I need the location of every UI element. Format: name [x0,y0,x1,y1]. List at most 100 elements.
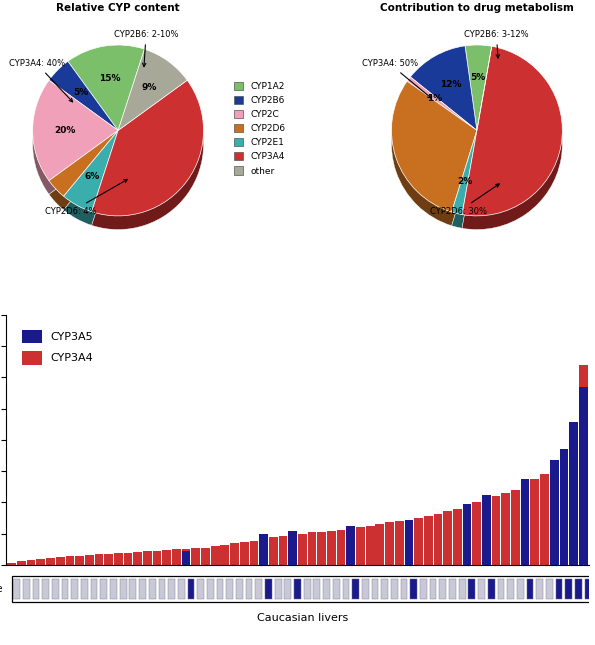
Bar [362,579,369,599]
Title: Contribution to drug metabolism: Contribution to drug metabolism [380,3,574,13]
Wedge shape [92,80,203,216]
Bar [81,579,88,599]
Text: CYP2D6: 30%: CYP2D6: 30% [430,184,499,216]
Bar [478,579,485,599]
Bar [575,579,582,599]
Bar [201,548,210,565]
Bar [546,579,553,599]
Bar [23,579,30,599]
Text: 15%: 15% [99,74,121,83]
Wedge shape [411,46,477,130]
Text: Caucasian livers: Caucasian livers [256,613,348,622]
Bar [275,579,281,599]
Bar [585,579,591,599]
Bar [536,579,543,599]
Bar [405,520,414,565]
Bar [439,579,446,599]
Wedge shape [33,94,118,194]
Bar [337,530,346,565]
Bar [550,468,559,565]
Bar [13,579,20,599]
Wedge shape [49,61,118,130]
Text: 12%: 12% [440,80,462,89]
Bar [372,579,378,599]
Bar [259,534,268,565]
Bar [255,579,262,599]
Bar [346,529,355,565]
Text: CYP2D6: 4%: CYP2D6: 4% [45,179,127,216]
Wedge shape [64,130,118,212]
Wedge shape [452,144,477,228]
Bar [381,579,388,599]
Bar [323,579,330,599]
Wedge shape [49,144,118,210]
Wedge shape [392,81,477,212]
Bar [181,549,190,565]
Bar [139,579,146,599]
Text: CYP3A4: 50%: CYP3A4: 50% [362,59,431,98]
Bar [17,561,26,565]
Bar [289,535,297,565]
Bar [95,555,104,565]
Bar [565,579,572,599]
Bar [27,560,36,565]
Bar [472,502,481,565]
Text: 20%: 20% [54,126,76,135]
Bar [33,579,39,599]
Bar [52,579,59,599]
Bar [211,546,220,565]
Wedge shape [462,60,562,230]
Bar [187,579,195,599]
Wedge shape [392,95,477,226]
Bar [181,551,190,565]
Text: 1%: 1% [427,94,442,103]
Wedge shape [68,45,145,130]
Bar [405,520,414,565]
Bar [497,579,505,599]
Bar [540,474,549,565]
Bar [414,518,423,565]
Bar [71,579,78,599]
Bar [110,579,117,599]
Wedge shape [452,130,477,215]
Bar [289,531,297,565]
Wedge shape [465,59,491,144]
Bar [65,556,74,565]
Wedge shape [118,63,187,144]
Bar [246,579,252,599]
Bar [559,449,568,565]
Bar [168,579,175,599]
Bar [265,579,272,599]
Bar [488,579,494,599]
Bar [424,516,433,565]
Bar [395,521,403,565]
Bar [153,551,161,565]
Bar [317,532,326,565]
Bar [556,579,562,599]
Bar [42,579,49,599]
Bar [352,579,359,599]
Bar [559,462,568,565]
Bar [304,579,311,599]
Text: 5%: 5% [470,73,486,82]
Wedge shape [407,77,477,130]
Bar [482,499,491,565]
Text: CYP3A4: 40%: CYP3A4: 40% [9,59,73,102]
Bar [294,579,301,599]
Bar [192,548,200,565]
Bar [143,551,152,565]
Text: 5%: 5% [73,88,88,97]
Text: CYP2B6: 2-10%: CYP2B6: 2-10% [114,30,178,66]
Bar [198,579,204,599]
Bar [356,528,365,565]
Bar [527,579,533,599]
Bar [391,579,397,599]
Bar [12,577,593,602]
Bar [217,579,223,599]
Bar [158,579,165,599]
Bar [114,553,123,565]
Bar [249,541,258,565]
Bar [579,364,588,565]
Bar [149,579,156,599]
Bar [550,460,559,565]
